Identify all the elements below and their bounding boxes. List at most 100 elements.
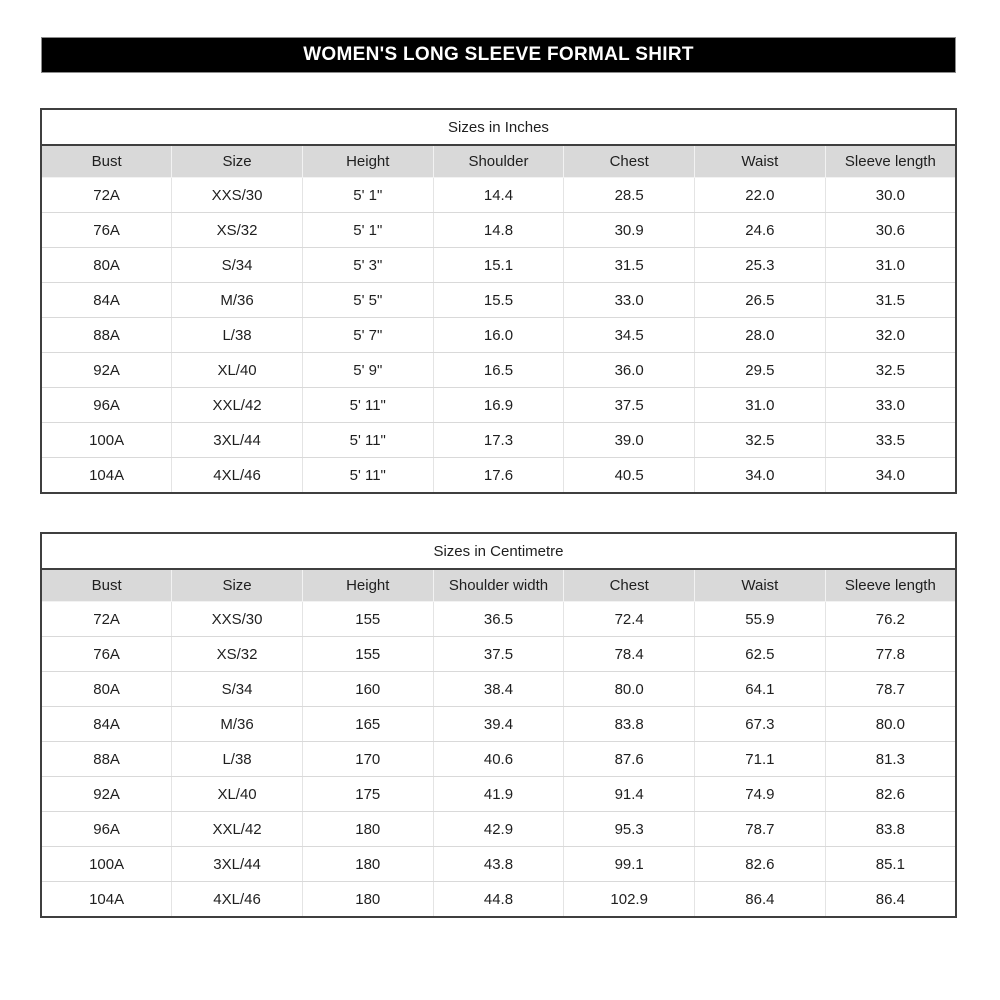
- table-cell: 25.3: [694, 247, 826, 283]
- table-cell: M/36: [171, 706, 303, 742]
- table-row: 92A XL/40 175 41.9 91.4 74.9 82.6: [41, 776, 956, 812]
- table-row: 104A 4XL/46 180 44.8 102.9 86.4 86.4: [41, 881, 956, 917]
- table-row: 104A 4XL/46 5' 11" 17.6 40.5 34.0 34.0: [41, 457, 956, 493]
- column-header: Size: [171, 569, 303, 602]
- table-cell: 38.4: [432, 671, 564, 707]
- column-header: Sleeve length: [824, 145, 956, 178]
- table-cell: 36.5: [432, 601, 564, 637]
- table-cell: 24.6: [694, 212, 826, 248]
- table-row: 88A L/38 5' 7" 16.0 34.5 28.0 32.0: [41, 317, 956, 353]
- table-cell: 5' 11": [301, 387, 434, 423]
- table-cell: 67.3: [694, 706, 826, 742]
- table-cell: 62.5: [694, 636, 826, 672]
- table-cell: 82.6: [694, 846, 826, 882]
- table-cell: 77.8: [824, 636, 956, 672]
- table-cell: 37.5: [563, 387, 695, 423]
- table-cell: 104A: [41, 881, 172, 917]
- table-cell: 31.5: [824, 282, 956, 318]
- table-cell: 43.8: [432, 846, 564, 882]
- table-cell: 165: [301, 706, 434, 742]
- table-cell: 44.8: [432, 881, 564, 917]
- table-cell: 32.0: [824, 317, 956, 353]
- table-cell: 32.5: [824, 352, 956, 388]
- sizes-in-inches-table: Sizes in Inches Bust Size Height Shoulder Che…: [40, 108, 957, 494]
- table-cell: 72.4: [563, 601, 695, 637]
- table-cell: M/36: [171, 282, 303, 318]
- table-cell: 91.4: [563, 776, 695, 812]
- table-cell: 16.9: [432, 387, 564, 423]
- table-cell: 5' 1": [301, 212, 434, 248]
- table-cell: 82.6: [824, 776, 956, 812]
- table-cell: 30.0: [824, 177, 956, 213]
- table-cell: 88A: [41, 741, 172, 777]
- table-cell: 29.5: [694, 352, 826, 388]
- table-row: 76A XS/32 155 37.5 78.4 62.5 77.8: [41, 636, 956, 672]
- table-row: 84A M/36 165 39.4 83.8 67.3 80.0: [41, 706, 956, 742]
- table-cell: 78.7: [824, 671, 956, 707]
- column-header: Shoulder: [432, 145, 564, 178]
- table-cell: 34.5: [563, 317, 695, 353]
- table-cell: 36.0: [563, 352, 695, 388]
- page-title: WOMEN'S LONG SLEEVE FORMAL SHIRT: [303, 44, 694, 65]
- table-row: 84A M/36 5' 5" 15.5 33.0 26.5 31.5: [41, 282, 956, 318]
- table-cell: 78.4: [563, 636, 695, 672]
- table-cell: 72A: [41, 601, 172, 637]
- table-cell: 100A: [41, 422, 172, 458]
- table-cell: 33.0: [824, 387, 956, 423]
- table-cell: L/38: [171, 741, 303, 777]
- table-cell: 64.1: [694, 671, 826, 707]
- table-cell: 15.1: [432, 247, 564, 283]
- table-row: 80A S/34 160 38.4 80.0 64.1 78.7: [41, 671, 956, 707]
- table-cell: 100A: [41, 846, 172, 882]
- column-header: Height: [301, 569, 434, 602]
- table-cell: 102.9: [563, 881, 695, 917]
- page-title-bar: WOMEN'S LONG SLEEVE FORMAL SHIRT: [41, 37, 956, 73]
- table-cell: 37.5: [432, 636, 564, 672]
- table-cell: L/38: [171, 317, 303, 353]
- table-title-row: Sizes in Inches: [41, 109, 956, 146]
- table-cell: 16.0: [432, 317, 564, 353]
- table-cell: XS/32: [171, 212, 303, 248]
- table-cell: 40.6: [432, 741, 564, 777]
- table-cell: 80A: [41, 671, 172, 707]
- table-cell: 175: [301, 776, 434, 812]
- table-cell: 72A: [41, 177, 172, 213]
- table-cell: 22.0: [694, 177, 826, 213]
- table-row: 76A XS/32 5' 1" 14.8 30.9 24.6 30.6: [41, 212, 956, 248]
- table-title: Sizes in Inches: [41, 109, 956, 146]
- table-cell: 80.0: [824, 706, 956, 742]
- table-cell: 34.0: [824, 457, 956, 493]
- table-row: 92A XL/40 5' 9" 16.5 36.0 29.5 32.5: [41, 352, 956, 388]
- table-cell: 32.5: [694, 422, 826, 458]
- table-cell: 30.9: [563, 212, 695, 248]
- table-cell: 92A: [41, 776, 172, 812]
- table-cell: 86.4: [824, 881, 956, 917]
- column-header: Bust: [41, 145, 172, 178]
- table-cell: 83.8: [824, 811, 956, 847]
- table-cell: XXL/42: [171, 811, 303, 847]
- column-header: Waist: [694, 569, 826, 602]
- table-cell: 14.4: [432, 177, 564, 213]
- table-cell: 28.0: [694, 317, 826, 353]
- table-cell: 80.0: [563, 671, 695, 707]
- table-cell: 96A: [41, 811, 172, 847]
- table-cell: XXS/30: [171, 601, 303, 637]
- table-cell: 31.5: [563, 247, 695, 283]
- table-cell: 80A: [41, 247, 172, 283]
- table-cell: 88A: [41, 317, 172, 353]
- table-row: 88A L/38 170 40.6 87.6 71.1 81.3: [41, 741, 956, 777]
- table-cell: 92A: [41, 352, 172, 388]
- column-header: Chest: [563, 145, 695, 178]
- column-header: Height: [301, 145, 434, 178]
- table-cell: 95.3: [563, 811, 695, 847]
- table-cell: 39.0: [563, 422, 695, 458]
- table-cell: 71.1: [694, 741, 826, 777]
- table-cell: 34.0: [694, 457, 826, 493]
- table-cell: 42.9: [432, 811, 564, 847]
- table-row: 100A 3XL/44 5' 11" 17.3 39.0 32.5 33.5: [41, 422, 956, 458]
- table-cell: 160: [301, 671, 434, 707]
- table-row: 100A 3XL/44 180 43.8 99.1 82.6 85.1: [41, 846, 956, 882]
- column-header: Chest: [563, 569, 695, 602]
- table-cell: 30.6: [824, 212, 956, 248]
